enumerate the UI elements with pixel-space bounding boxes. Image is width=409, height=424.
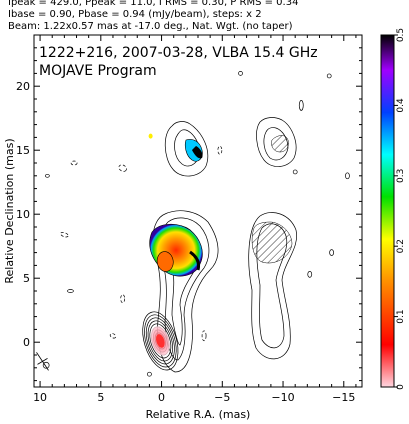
- x-axis: 10 5 0 −5 −10 −15: [33, 35, 357, 404]
- core-contour: [144, 314, 177, 368]
- colorbar: [380, 34, 395, 388]
- polarized-knot: [149, 223, 203, 277]
- y-axis-label: Relative Declination (mas): [3, 138, 16, 283]
- high-pol-edge: [189, 250, 200, 271]
- noise-contour: [147, 371, 152, 377]
- header-line-2: Ibase = 0.90, Pbase = 0.94 (mJy/beam), s…: [8, 9, 262, 20]
- jet-contour-2: [159, 217, 210, 361]
- north-knot-contour: [164, 121, 209, 177]
- noise-contour: [298, 100, 304, 111]
- noise-contour: [70, 160, 78, 166]
- x-tick-label: 0: [158, 391, 165, 404]
- colorbar-tick-label: 0.1: [396, 309, 406, 323]
- y-tick-label: 20: [16, 80, 30, 93]
- noise-contour: [292, 169, 298, 175]
- core-contour: [149, 323, 172, 359]
- colorbar-tick-label: 0.4: [396, 98, 406, 113]
- colorbar-tick-label: 0.2: [396, 239, 406, 253]
- noise-contour: [42, 361, 50, 369]
- noise-contour: [67, 289, 74, 293]
- noise-contour: [345, 172, 350, 180]
- plot-title: 1222+216, 2007-03-28, VLBA 15.4 GHz: [39, 45, 318, 61]
- noise-contour: [118, 164, 127, 172]
- noise-contour: [45, 173, 50, 178]
- jet-outer-contour: [152, 210, 219, 373]
- colorbar-tick-label: 0: [396, 384, 406, 390]
- x-tick-label: 5: [97, 391, 104, 404]
- y-tick-label: 0: [23, 336, 30, 349]
- y-axis: 0 5 10 15 20: [16, 47, 362, 382]
- header-line-1: Ipeak = 429.0, Ppeak = 11.0, I RMS = 0.3…: [8, 0, 299, 8]
- x-tick-label: −10: [271, 391, 294, 404]
- x-axis-label: Relative R.A. (mas): [146, 408, 251, 421]
- colorbar-tick-label: 0.5: [396, 28, 406, 42]
- core-contour: [142, 311, 179, 371]
- core-peak: [156, 334, 165, 348]
- hatched-region: [271, 135, 289, 153]
- noise-contour: [307, 271, 313, 278]
- x-tick-label: 10: [33, 391, 47, 404]
- west-lobe-contour: [248, 212, 297, 360]
- noise-contour: [329, 249, 334, 256]
- header-line-3: Beam: 1.22x0.57 mas at -17.0 deg., Nat. …: [8, 21, 293, 32]
- north-polarized-spot: [148, 133, 153, 139]
- beam-marker: [37, 358, 48, 365]
- core-contour: [145, 317, 175, 365]
- y-tick-label: 10: [16, 208, 30, 221]
- noise-contour: [60, 232, 69, 238]
- polarized-knot-core: [156, 251, 174, 272]
- north-west-contour-2: [263, 127, 289, 161]
- noise-contour: [201, 330, 207, 342]
- colorbar-tick-label: 0.3: [396, 169, 406, 183]
- north-polarized-peak: [192, 146, 203, 159]
- noise-contour: [326, 73, 332, 79]
- colorbar-axis: 0 0.1 0.2 0.3 0.4 0.5: [394, 28, 406, 390]
- noise-contour: [217, 145, 223, 155]
- x-tick-label: −15: [332, 391, 355, 404]
- y-tick-label: 15: [16, 144, 30, 157]
- north-west-contour: [256, 117, 297, 167]
- core-contour: [147, 320, 173, 362]
- x-tick-label: −5: [214, 391, 230, 404]
- contour-map: [36, 71, 350, 377]
- hatched-region: [251, 221, 293, 264]
- noise-contour: [120, 294, 126, 304]
- noise-contour: [109, 333, 117, 339]
- noise-contour: [238, 71, 243, 76]
- y-tick-label: 5: [23, 272, 30, 285]
- plot-frame: [33, 34, 363, 388]
- plot-subtitle: MOJAVE Program: [39, 63, 157, 79]
